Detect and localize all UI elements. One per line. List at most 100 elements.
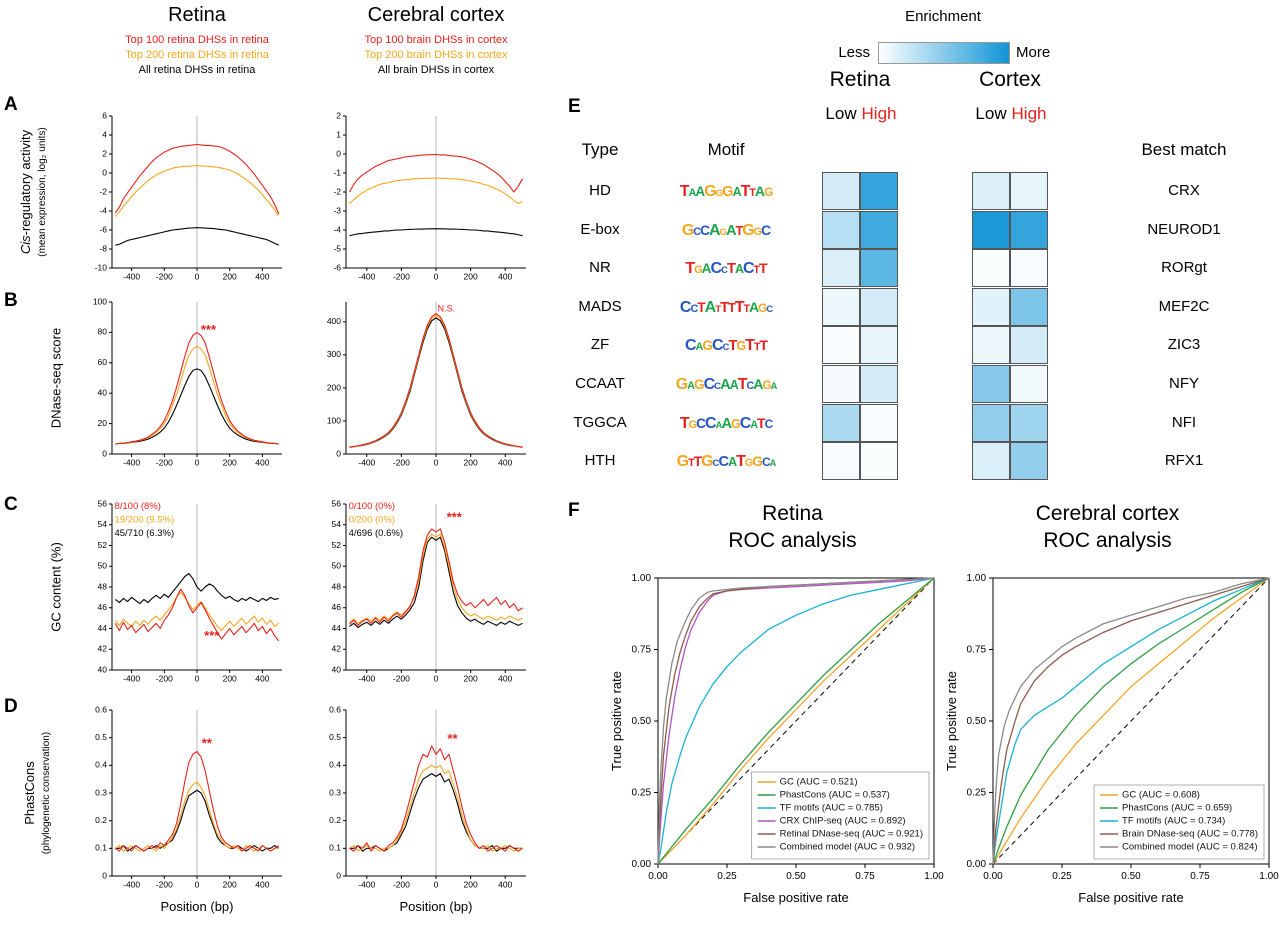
motif-type-label: HD [589,182,611,199]
motif-letter: A [715,419,723,431]
heatmap-cell [1010,172,1048,210]
motif-type-label: ZF [590,336,610,354]
x-axis-label-cortex: Position (bp) [399,899,473,914]
motif-letter: C [714,381,721,392]
motif-letter: T [736,453,746,471]
motif-logo: TAAGGGATTAG [645,172,807,210]
y-label-phastcons: PhastCons (phylogenetic conservation) [22,731,52,855]
motif-letter: T [685,260,695,278]
cortex-low-high: Low High [975,104,1047,123]
motif-letter: G [722,184,733,200]
heatmap-cell [822,249,860,288]
cortex-column-title: Cerebral cortex [367,4,505,26]
motif-letter: T [745,337,755,355]
x-axis-label-retina: Position (bp) [160,899,234,914]
motif-letter: C [739,414,752,432]
motif-letter: G [719,226,728,238]
panel-label-c: C [4,494,18,515]
heatmap-cortex-header: Cortex [979,68,1041,91]
legend-item: Top 100 brain DHSs in cortex [364,34,508,46]
heatmap-cell [860,287,898,326]
motif-letter: G [762,378,771,392]
heatmap-retina-header: Retina [829,68,891,91]
motif-letter: C [722,342,730,354]
motif-letter: C [712,458,720,470]
heatmap-cell [972,326,1010,365]
motif-letter: G [675,376,688,393]
best-match-label: NEUROD1 [1147,220,1221,238]
cis-sub: (mean expression, log₂ units) [37,127,48,257]
cortex-roc-title: Cerebral cortex ROC analysis [1035,502,1180,552]
motif-letter: T [720,299,729,316]
heatmap-cell [860,210,898,249]
legend-item: All brain DHSs in cortex [377,64,495,76]
cis-italic: Cis [18,235,33,255]
chart-d-cortex [312,702,534,898]
chart-roc-cortex [943,568,1279,912]
motif-type-label: MADS [578,297,622,315]
motif-letter: A [734,262,744,277]
y-label-dnase: DNase-seq score [48,327,64,429]
heatmap-cell [972,172,1010,210]
chart-roc-retina [608,568,944,912]
heatmap-cell [860,326,898,365]
heatmap-cell [1010,249,1048,288]
motif-letter: T [679,414,690,432]
more-label: More [1016,44,1051,61]
motif-logo: TGACCTACTT [645,249,807,287]
motif-letter: G [688,418,698,431]
motif-letter: T [735,223,744,238]
motif-column-header: Motif [707,140,745,159]
motif-letter: T [693,454,702,470]
motif-letter: T [688,457,695,470]
heatmap-cell [860,403,898,442]
best-match-label: MEF2C [1158,297,1210,315]
motif-letter: C [760,221,771,238]
motif-letter: C [684,337,697,355]
motif-letter: T [749,187,756,199]
chart-a-retina [78,108,290,290]
motif-letter: A [708,221,721,239]
type-column-header: Type [581,140,619,159]
chart-b-cortex [312,294,534,476]
motif-letter: C [764,416,773,431]
motif-letter: A [729,378,739,392]
motif-letter: G [704,183,716,200]
enrichment-title: Enrichment [905,8,981,25]
heatmap-cell [1010,442,1048,481]
motif-type-label: TGGCA [573,413,627,431]
heatmap-cell [822,172,860,210]
best-match-label: RORgt [1161,259,1207,277]
panel-label-a: A [4,94,18,115]
motif-letter: C [711,337,724,355]
motif-letter: C [690,302,698,315]
motif-letter: A [732,185,742,199]
heatmap-cell [972,365,1010,403]
heatmap-cell [972,403,1010,442]
motif-letter: C [762,455,770,470]
legend-item: All retina DHSs in retina [138,64,256,76]
motif-logo: GTTGCCATGGCA [645,442,807,480]
cortex-legend: Top 100 brain DHSs in cortex Top 200 brai… [336,33,536,78]
retina-roc-title: Retina ROC analysis [728,502,857,552]
motif-logo: GAGCCAATCAGA [645,365,807,403]
motif-letter: A [769,458,777,469]
motif-logo: TGCCAAGCATC [645,404,807,442]
y-label-gc: GC content (%) [48,542,64,632]
best-match-column-header: Best match [1141,140,1227,159]
motif-letter: C [766,303,773,314]
heatmap-cell [860,172,898,210]
motif-letter: A [770,381,778,391]
legend-item: Top 200 retina DHSs in retina [125,49,269,61]
motif-letter: C [742,260,755,278]
motif-type-label: CCAAT [575,375,625,392]
motif-letter: C [721,265,728,277]
motif-letter: T [679,183,690,200]
heatmap-cell [1010,210,1048,249]
motif-type-label: E-box [580,220,620,238]
motif-letter: C [679,298,692,316]
motif-letter: T [697,299,705,315]
y-label-cis-activity: Cis-regulatory activity (mean expression… [18,127,50,257]
heatmap-cell [860,249,898,288]
motif-letter: A [701,261,712,277]
